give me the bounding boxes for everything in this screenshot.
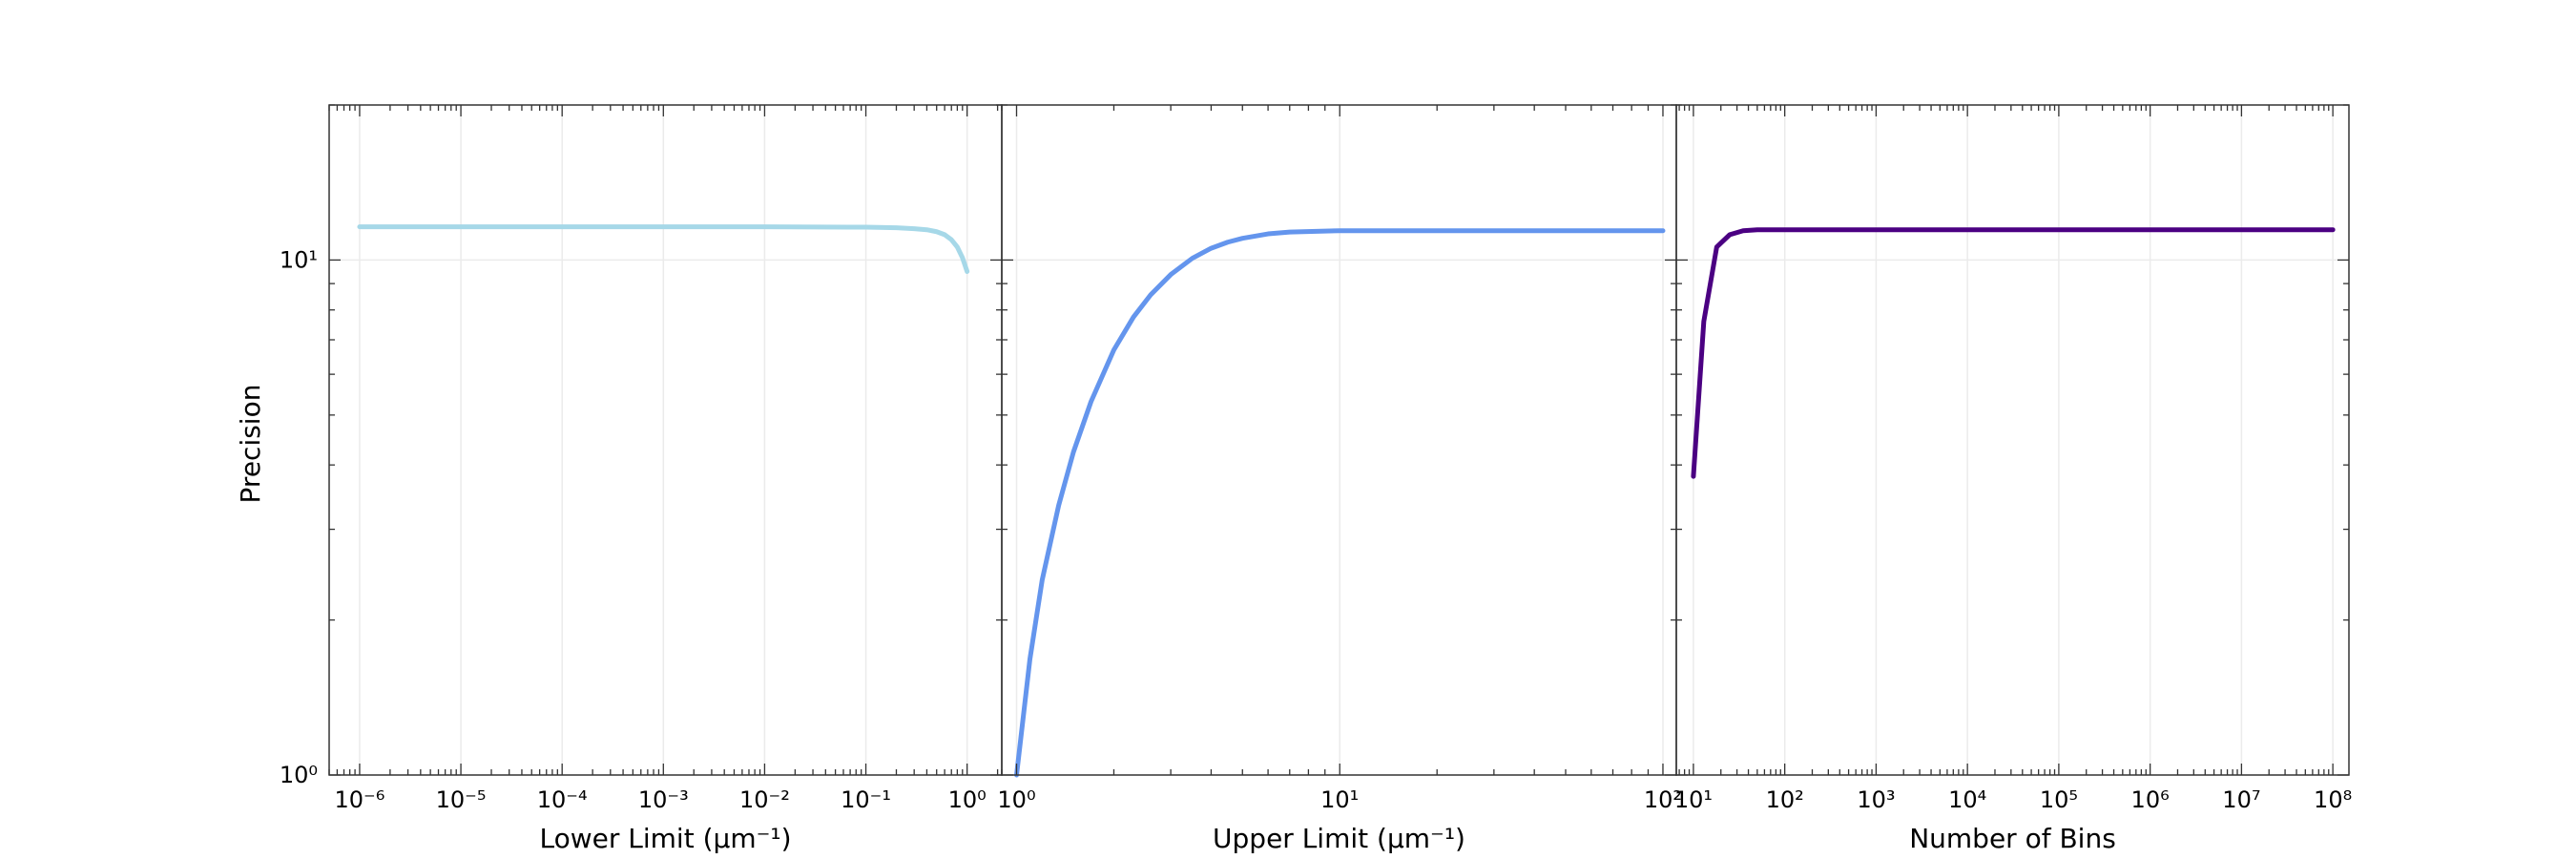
x-tick-label-0-6: 10⁰ (948, 786, 987, 813)
x-tick-label-2-5: 10⁶ (2131, 786, 2170, 813)
panel-frame-0 (328, 104, 1003, 776)
y-tick-label-0-1: 10¹ (280, 246, 318, 273)
series-layer (357, 224, 2336, 778)
series-line-0-0 (357, 224, 970, 274)
x-axis-label-2: Number of Bins (1909, 823, 2116, 854)
x-axis-label-0: Lower Limit (µm⁻¹) (539, 823, 791, 854)
x-tick-label-2-3: 10⁴ (1948, 786, 1986, 813)
x-axis-label-1: Upper Limit (µm⁻¹) (1213, 823, 1465, 854)
frame-layer (328, 104, 2350, 776)
text-layer: Precision 10⁻⁶ 10⁻⁵ 10⁻⁴ 10⁻³ 10⁻² 10⁻¹ 10⁰ 10⁰… (235, 246, 2352, 854)
y-axis-label: Precision (235, 385, 266, 504)
x-tick-label-0-2: 10⁻⁴ (537, 786, 588, 813)
x-tick-label-2-1: 10² (1766, 786, 1804, 813)
x-tick-label-1-2: 10² (1644, 786, 1682, 813)
y-tick-label-0-0: 10⁰ (280, 762, 318, 788)
x-tick-label-2-4: 10⁵ (2040, 786, 2078, 813)
x-tick-label-0-0: 10⁻⁶ (335, 786, 385, 813)
x-tick-label-2-0: 10¹ (1674, 786, 1713, 813)
x-tick-label-0-4: 10⁻² (739, 786, 790, 813)
grid-layer (329, 105, 2349, 775)
x-tick-label-2-6: 10⁷ (2222, 786, 2260, 813)
x-tick-label-1-0: 10⁰ (997, 786, 1035, 813)
series-line-1-0 (1014, 228, 1666, 778)
x-tick-label-2-7: 10⁸ (2314, 786, 2352, 813)
series-line-2-0 (1691, 227, 2336, 479)
x-tick-label-2-2: 10³ (1857, 786, 1895, 813)
x-tick-label-0-5: 10⁻¹ (841, 786, 891, 813)
x-tick-label-0-1: 10⁻⁵ (436, 786, 487, 813)
panel-frame-2 (1675, 104, 2350, 776)
x-tick-label-0-3: 10⁻³ (638, 786, 689, 813)
x-tick-label-1-1: 10¹ (1320, 786, 1359, 813)
